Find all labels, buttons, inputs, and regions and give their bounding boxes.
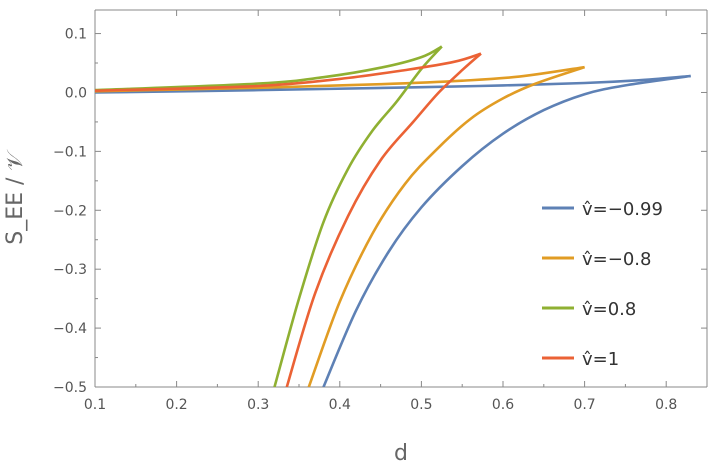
y-axis-label: S_EE / 𝒱 — [3, 149, 28, 245]
x-tick-label: 0.7 — [573, 397, 595, 413]
y-tick-label: −0.1 — [53, 144, 87, 160]
series-1-lower-branch — [307, 65, 586, 387]
legend: v̂=−0.99 v̂=−0.8 v̂=0.8 v̂=1 — [542, 199, 663, 370]
plot-frame — [94, 9, 708, 388]
legend-label: v̂=0.8 — [582, 299, 636, 320]
y-tick-label: 0.0 — [65, 85, 87, 101]
x-tick-label: 0.5 — [410, 397, 432, 413]
x-tick-label: 0.6 — [492, 397, 514, 413]
series-2-upper-branch — [95, 45, 443, 92]
y-tick-label: −0.2 — [53, 203, 87, 219]
series-3-upper-branch — [95, 52, 482, 92]
axis-ticks: 0.1 0.2 0.3 0.4 0.5 0.6 0.7 0.8 −0.5 −0.4 −0.3 −0.2… — [53, 10, 708, 413]
series-2-lower-branch — [273, 45, 443, 387]
series-0-lower-branch — [322, 74, 691, 387]
series-0-upper-branch — [95, 74, 691, 94]
y-tick-label: −0.5 — [53, 380, 87, 396]
y-tick-label: −0.4 — [53, 321, 87, 337]
series-3-lower-branch — [285, 52, 482, 387]
x-tick-label: 0.8 — [655, 397, 677, 413]
x-tick-label: 0.2 — [165, 397, 187, 413]
y-tick-label: 0.1 — [65, 27, 87, 43]
x-tick-label: 0.4 — [329, 397, 351, 413]
legend-label: v̂=−0.99 — [582, 199, 663, 220]
series-layer — [95, 45, 691, 387]
legend-label: v̂=1 — [582, 349, 619, 370]
legend-label: v̂=−0.8 — [582, 249, 651, 270]
x-tick-label: 0.1 — [84, 397, 106, 413]
x-tick-label: 0.3 — [247, 397, 269, 413]
x-axis-label: d — [394, 441, 408, 466]
y-tick-label: −0.3 — [53, 262, 87, 278]
